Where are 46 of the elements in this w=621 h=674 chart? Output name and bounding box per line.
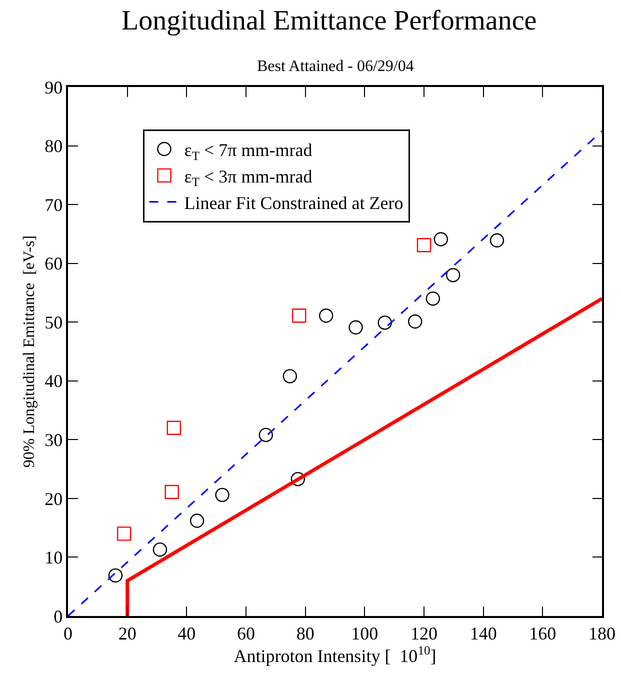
point (490, 233, 504, 248)
y-axis-title: 90% Longitudinal Emittance [eV-s] (21, 235, 38, 468)
x-tick-label: 40 (178, 623, 196, 644)
point (348, 320, 363, 334)
point (166, 420, 182, 436)
legend-label: Linear Fit Constrained at Zero (184, 192, 404, 213)
point (215, 488, 230, 502)
point (319, 308, 334, 323)
y-tick-label: 30 (44, 430, 63, 450)
point (190, 514, 204, 528)
x-axis-title: Antiproton Intensity [ 10$^{10}$] (234, 643, 436, 666)
point (282, 369, 298, 384)
y-tick-label: 90 (44, 77, 63, 98)
point (258, 428, 273, 442)
point (164, 484, 179, 500)
point (434, 232, 448, 246)
legend-label: ε$_{T}$ < 3π mm-mrad (184, 166, 312, 190)
point (290, 472, 306, 486)
point (152, 542, 168, 557)
point (292, 308, 306, 323)
point (408, 314, 422, 329)
x-tick-label: 160 (529, 623, 556, 644)
y-tick-label: 0 (54, 606, 63, 626)
point (116, 526, 132, 541)
point (108, 568, 123, 583)
x-tick-label: 20 (118, 623, 136, 644)
x-tick-label: 60 (237, 623, 255, 644)
legend-label: ε$_{T}$ < 7π mm-mrad (184, 140, 312, 163)
y-tick-label: 80 (44, 136, 63, 156)
chart-subtitle: Best Attained - 06/29/04 (257, 58, 414, 75)
x-tick-label: 140 (470, 623, 497, 644)
chart-title: Longitudinal Emittance Performance (122, 6, 537, 37)
y-tick-label: 10 (44, 548, 63, 568)
x-tick-label: 80 (296, 623, 314, 644)
x-tick-label: 100 (351, 623, 378, 644)
x-tick-label: 180 (588, 623, 616, 644)
x-tick-label: 120 (410, 623, 438, 644)
y-tick-label: 60 (44, 254, 63, 274)
point (378, 316, 392, 330)
y-tick-label: 40 (44, 371, 63, 392)
y-tick-label: 50 (44, 312, 63, 332)
y-tick-label: 20 (44, 488, 63, 509)
point (426, 292, 440, 306)
point (446, 268, 460, 282)
y-tick-label: 70 (44, 194, 63, 215)
point (416, 238, 432, 252)
